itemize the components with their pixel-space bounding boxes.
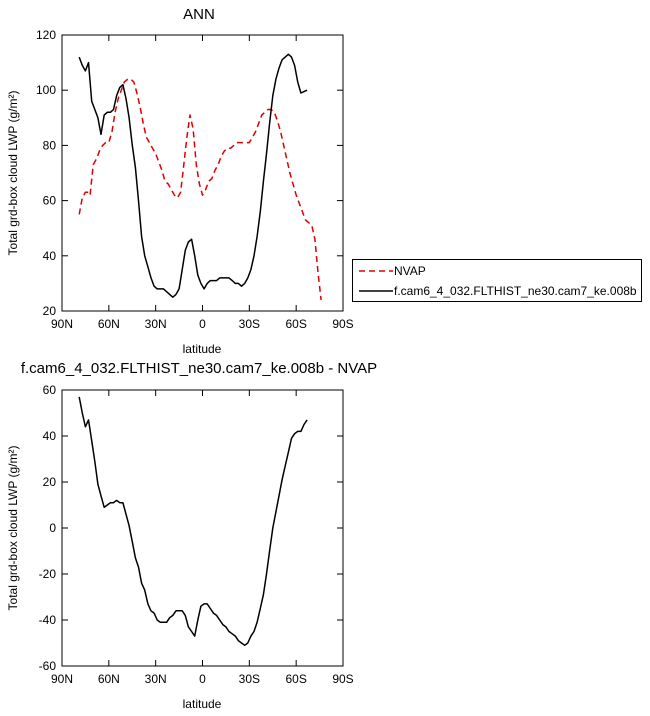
x-axis-label: latitude: [183, 697, 222, 711]
series-lines: [78, 396, 308, 647]
annual-lwp-chart: ANN 90N 60N 30N 0 30S 60S 90S 20 40 60 80 100 120 la…: [6, 6, 354, 356]
y-tick-label: -60: [39, 659, 57, 673]
y-tick-label: 40: [43, 249, 57, 263]
y-tick-label: 80: [43, 138, 57, 152]
x-tick-label: 60N: [98, 317, 120, 331]
difference-lwp-chart: f.cam6_4_032.FLTHIST_ne30.cam7_ke.008b -…: [6, 360, 377, 711]
x-tick-label: 30N: [145, 317, 167, 331]
series-line-model: [78, 53, 308, 298]
chart-title: f.cam6_4_032.FLTHIST_ne30.cam7_ke.008b -…: [21, 360, 377, 377]
x-tick-label: 60S: [285, 672, 306, 686]
axis-ticks: 90N 60N 30N 0 30S 60S 90S -60 -40 -20 0 20 40 60: [39, 383, 354, 686]
y-axis-label: Total grd-box cloud LWP (g/m²): [6, 446, 20, 611]
series-line-model: [78, 396, 308, 647]
x-tick-label: 30S: [239, 672, 260, 686]
x-tick-label: 90N: [51, 672, 73, 686]
plot-frame: [61, 34, 344, 312]
axis-ticks: 90N 60N 30N 0 30S 60S 90S 20 40 60 80 100 120: [36, 28, 354, 331]
x-tick-label: 30N: [145, 672, 167, 686]
y-tick-label: -20: [39, 567, 57, 581]
x-axis-label: latitude: [183, 342, 222, 356]
y-tick-label: 20: [43, 475, 57, 489]
y-tick-label: 40: [43, 429, 57, 443]
y-tick-label: 60: [43, 194, 57, 208]
y-tick-label: 60: [43, 383, 57, 397]
x-tick-label: 0: [199, 317, 206, 331]
y-axis-label: Total grd-box cloud LWP (g/m²): [6, 91, 20, 256]
y-tick-label: 120: [36, 28, 56, 42]
x-tick-label: 90S: [332, 317, 353, 331]
x-tick-label: 90N: [51, 317, 73, 331]
chart-title: ANN: [183, 6, 215, 23]
series-lines: [78, 53, 322, 301]
legend-item-model: f.cam6_4_032.FLTHIST_ne30.cam7_ke.008b: [359, 282, 637, 300]
legend: NVAP f.cam6_4_032.FLTHIST_ne30.cam7_ke.0…: [352, 259, 642, 302]
x-tick-label: 90S: [332, 672, 353, 686]
y-tick-label: 100: [36, 83, 56, 97]
y-tick-label: 20: [43, 304, 57, 318]
legend-item-nvap: NVAP: [359, 262, 426, 280]
x-tick-label: 0: [199, 672, 206, 686]
y-tick-label: -40: [39, 613, 57, 627]
legend-swatch-dashed-red: [359, 270, 393, 272]
legend-label: f.cam6_4_032.FLTHIST_ne30.cam7_ke.008b: [394, 284, 637, 298]
legend-swatch-solid-black: [359, 290, 393, 292]
x-tick-label: 60S: [285, 317, 306, 331]
x-tick-label: 60N: [98, 672, 120, 686]
x-tick-label: 30S: [239, 317, 260, 331]
y-tick-label: 0: [49, 521, 56, 535]
legend-label: NVAP: [394, 264, 426, 278]
series-line-nvap: [78, 78, 322, 301]
